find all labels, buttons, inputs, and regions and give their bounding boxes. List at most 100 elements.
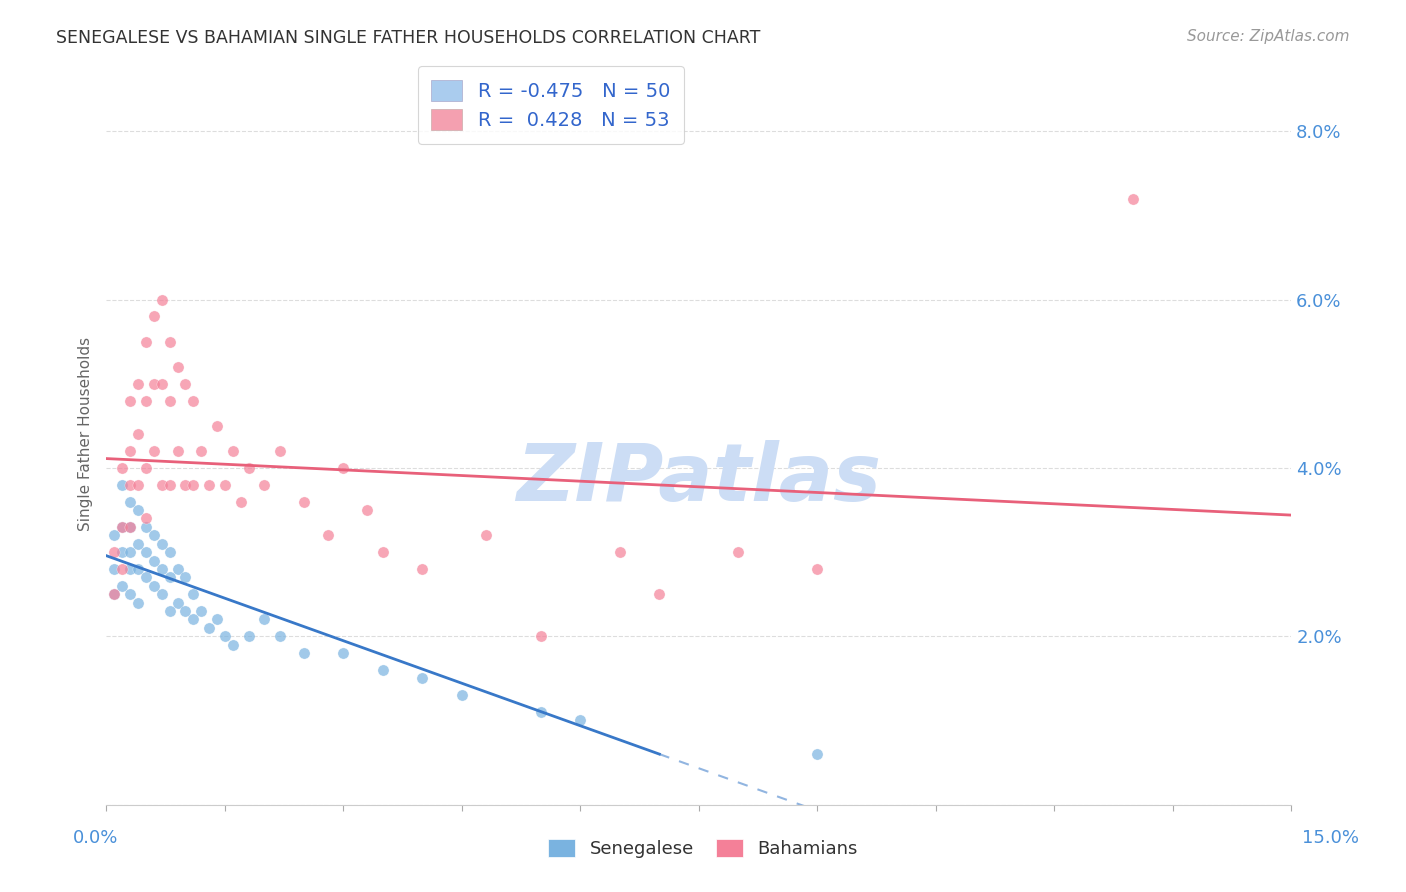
Point: [371, 663, 394, 677]
Point: [135, 520, 157, 534]
Point: [159, 477, 181, 491]
Point: [142, 528, 165, 542]
Point: [120, 545, 142, 559]
Point: [183, 587, 205, 601]
Point: [150, 537, 173, 551]
Point: [159, 334, 181, 349]
Point: [111, 520, 134, 534]
Point: [135, 570, 157, 584]
Point: [150, 477, 173, 491]
Point: [214, 629, 236, 643]
Point: [371, 545, 394, 559]
Point: [103, 587, 125, 601]
Point: [411, 562, 433, 576]
Point: [166, 596, 188, 610]
Point: [411, 671, 433, 685]
Point: [174, 477, 197, 491]
Point: [198, 477, 221, 491]
Point: [332, 646, 354, 660]
Point: [1122, 192, 1144, 206]
Point: [648, 587, 671, 601]
Point: [142, 444, 165, 458]
Point: [103, 545, 125, 559]
Point: [135, 545, 157, 559]
Point: [183, 612, 205, 626]
Point: [609, 545, 631, 559]
Legend: Senegalese, Bahamians: Senegalese, Bahamians: [541, 831, 865, 865]
Point: [183, 477, 205, 491]
Point: [135, 461, 157, 475]
Point: [142, 376, 165, 391]
Point: [111, 562, 134, 576]
Point: [150, 293, 173, 307]
Point: [474, 528, 496, 542]
Point: [127, 376, 149, 391]
Point: [150, 562, 173, 576]
Point: [127, 427, 149, 442]
Point: [166, 359, 188, 374]
Text: 15.0%: 15.0%: [1302, 830, 1358, 847]
Point: [142, 579, 165, 593]
Point: [111, 461, 134, 475]
Point: [174, 376, 197, 391]
Point: [120, 494, 142, 508]
Point: [222, 638, 245, 652]
Point: [120, 520, 142, 534]
Point: [229, 494, 252, 508]
Point: [166, 562, 188, 576]
Point: [253, 477, 276, 491]
Point: [806, 747, 828, 761]
Point: [205, 612, 228, 626]
Point: [127, 537, 149, 551]
Point: [222, 444, 245, 458]
Point: [332, 461, 354, 475]
Point: [214, 477, 236, 491]
Point: [530, 629, 553, 643]
Point: [159, 570, 181, 584]
Point: [451, 688, 474, 702]
Point: [111, 579, 134, 593]
Point: [183, 393, 205, 408]
Point: [292, 494, 315, 508]
Point: [159, 545, 181, 559]
Point: [127, 503, 149, 517]
Point: [142, 310, 165, 324]
Point: [111, 477, 134, 491]
Point: [198, 621, 221, 635]
Point: [269, 629, 291, 643]
Legend: R = -0.475   N = 50, R =  0.428   N = 53: R = -0.475 N = 50, R = 0.428 N = 53: [418, 66, 683, 144]
Point: [174, 570, 197, 584]
Point: [238, 629, 260, 643]
Point: [120, 393, 142, 408]
Point: [159, 393, 181, 408]
Point: [103, 587, 125, 601]
Point: [727, 545, 749, 559]
Point: [135, 393, 157, 408]
Point: [238, 461, 260, 475]
Point: [120, 444, 142, 458]
Text: ZIPatlas: ZIPatlas: [516, 440, 882, 517]
Point: [190, 604, 212, 618]
Point: [190, 444, 212, 458]
Text: 0.0%: 0.0%: [73, 830, 118, 847]
Y-axis label: Single Father Households: Single Father Households: [79, 337, 93, 532]
Point: [120, 477, 142, 491]
Point: [174, 604, 197, 618]
Point: [135, 511, 157, 525]
Point: [569, 714, 592, 728]
Point: [530, 705, 553, 719]
Point: [166, 444, 188, 458]
Text: SENEGALESE VS BAHAMIAN SINGLE FATHER HOUSEHOLDS CORRELATION CHART: SENEGALESE VS BAHAMIAN SINGLE FATHER HOU…: [56, 29, 761, 46]
Text: Source: ZipAtlas.com: Source: ZipAtlas.com: [1187, 29, 1350, 44]
Point: [356, 503, 378, 517]
Point: [127, 562, 149, 576]
Point: [253, 612, 276, 626]
Point: [806, 562, 828, 576]
Point: [120, 520, 142, 534]
Point: [150, 587, 173, 601]
Point: [292, 646, 315, 660]
Point: [205, 418, 228, 433]
Point: [159, 604, 181, 618]
Point: [127, 477, 149, 491]
Point: [135, 334, 157, 349]
